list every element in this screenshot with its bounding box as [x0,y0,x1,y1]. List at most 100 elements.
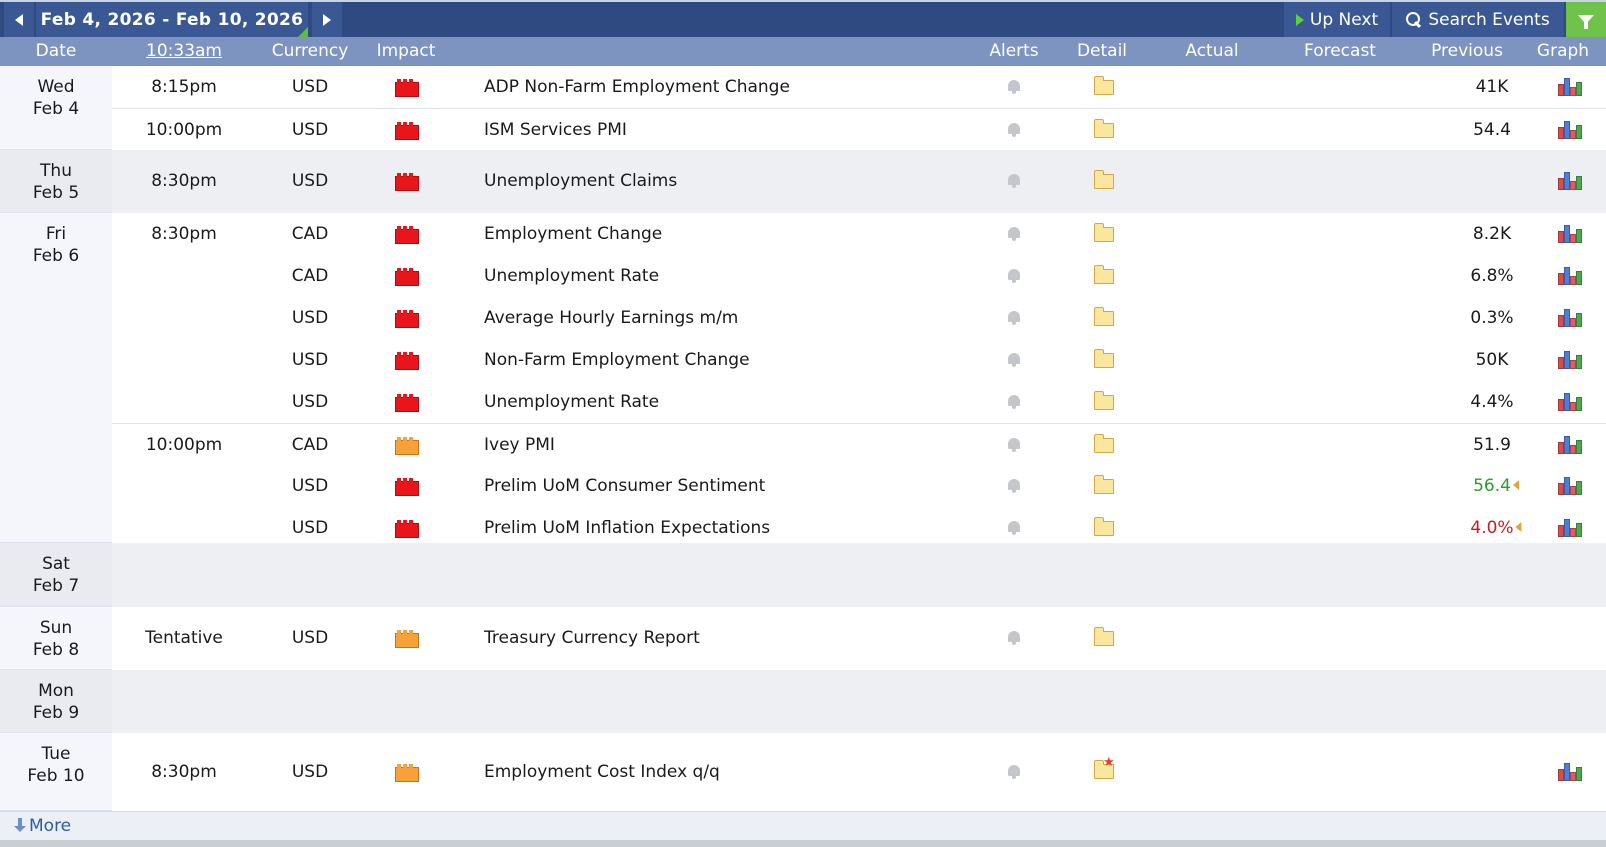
folder-icon[interactable] [1094,307,1114,326]
folder-icon[interactable] [1094,223,1114,242]
previous-week-button[interactable] [4,2,34,37]
bar-chart-icon[interactable] [1558,76,1582,96]
event-title[interactable]: Unemployment Claims [484,171,678,191]
table-row[interactable]: Tentative USD Treasury Currency Report [112,607,1606,670]
more-link[interactable]: More [14,816,71,836]
table-row[interactable]: 8:15pm USD ADP Non-Farm Employment Chang… [112,66,1606,108]
folder-icon[interactable] [1094,170,1114,189]
bell-icon[interactable] [1007,122,1021,138]
folder-new-icon[interactable]: ★ [1094,756,1115,779]
event-previous: 41K [1475,77,1509,97]
up-next-button[interactable]: Up Next [1284,2,1390,37]
impact-medium-icon[interactable] [395,630,419,648]
event-title[interactable]: Non-Farm Employment Change [484,350,750,370]
table-row[interactable]: CAD Unemployment Rate 6.8% [112,255,1606,297]
bell-icon[interactable] [1007,79,1021,95]
bar-chart-icon[interactable] [1558,761,1582,781]
bar-chart-icon[interactable] [1558,170,1582,190]
bell-icon[interactable] [1007,226,1021,242]
event-currency: CAD [291,435,329,455]
header-current-time[interactable]: 10:33am [146,41,222,61]
event-title[interactable]: ISM Services PMI [484,120,627,140]
search-events-button[interactable]: Search Events [1392,2,1564,37]
bell-icon[interactable] [1007,437,1021,453]
folder-icon[interactable] [1094,265,1114,284]
folder-icon[interactable] [1094,119,1114,138]
event-previous[interactable]: 4.0% [1470,507,1522,549]
folder-icon[interactable] [1094,475,1114,494]
bar-chart-icon[interactable] [1558,391,1582,411]
bar-chart-icon[interactable] [1558,307,1582,327]
table-row[interactable]: 8:30pm USD Unemployment Claims [112,150,1606,213]
event-title[interactable]: Treasury Currency Report [484,628,700,648]
impact-medium-icon[interactable] [395,764,419,782]
impact-high-icon[interactable] [395,173,419,191]
event-title[interactable]: Ivey PMI [484,435,555,455]
header-detail: Detail [1076,41,1128,61]
bar-chart-icon[interactable] [1558,119,1582,139]
day-date: Feb 9 [32,703,80,723]
table-row[interactable]: USD Prelim UoM Inflation Expectations 4.… [112,507,1606,549]
impact-medium-icon[interactable] [395,437,419,455]
bell-icon[interactable] [1007,268,1021,284]
event-title[interactable]: Unemployment Rate [484,392,660,412]
bar-chart-icon[interactable] [1558,349,1582,369]
next-week-button[interactable] [312,2,342,37]
folder-icon[interactable] [1094,434,1114,453]
header-impact: Impact [376,41,436,61]
event-title[interactable]: Unemployment Rate [484,266,660,286]
event-currency: CAD [291,266,329,286]
event-title[interactable]: Prelim UoM Consumer Sentiment [484,476,766,496]
impact-high-icon[interactable] [395,226,419,244]
bell-icon[interactable] [1007,630,1021,646]
table-row[interactable]: 8:30pm CAD Employment Change 8.2K [112,213,1606,255]
bell-icon[interactable] [1007,394,1021,410]
event-previous[interactable]: 56.4 [1473,465,1519,507]
bell-icon[interactable] [1007,478,1021,494]
impact-high-icon[interactable] [395,268,419,286]
folder-icon[interactable] [1094,517,1114,536]
event-title[interactable]: Employment Change [484,224,663,244]
impact-high-icon[interactable] [395,478,419,496]
impact-high-icon[interactable] [395,79,419,97]
event-title[interactable]: ADP Non-Farm Employment Change [484,77,790,97]
table-row[interactable]: 10:00pm CAD Ivey PMI 51.9 [112,423,1606,465]
event-currency: USD [291,392,329,412]
bar-chart-icon[interactable] [1558,265,1582,285]
bar-chart-icon[interactable] [1558,475,1582,495]
table-row[interactable]: 8:30pm USD Employment Cost Index q/q ★ [112,733,1606,811]
impact-high-icon[interactable] [395,122,419,140]
event-previous: 50K [1475,350,1509,370]
event-currency: USD [291,350,329,370]
search-icon [1406,11,1422,28]
table-row[interactable]: USD Average Hourly Earnings m/m 0.3% [112,297,1606,339]
table-row[interactable]: 10:00pm USD ISM Services PMI 54.4 [112,108,1606,150]
impact-high-icon[interactable] [395,394,419,412]
table-row[interactable]: USD Unemployment Rate 4.4% [112,381,1606,423]
bar-chart-icon[interactable] [1558,517,1582,537]
table-row[interactable]: USD Non-Farm Employment Change 50K [112,339,1606,381]
folder-icon[interactable] [1094,627,1114,646]
folder-icon[interactable] [1094,349,1114,368]
impact-high-icon[interactable] [395,352,419,370]
event-title[interactable]: Employment Cost Index q/q [484,762,720,782]
folder-icon[interactable] [1094,391,1114,410]
folder-icon[interactable] [1094,76,1114,95]
bell-icon[interactable] [1007,520,1021,536]
bell-icon[interactable] [1007,764,1021,780]
bar-chart-icon[interactable] [1558,223,1582,243]
date-range-picker[interactable]: Feb 4, 2026 - Feb 10, 2026 [36,2,308,37]
table-row[interactable]: USD Prelim UoM Consumer Sentiment 56.4 [112,465,1606,507]
impact-high-icon[interactable] [395,310,419,328]
event-title[interactable]: Average Hourly Earnings m/m [484,308,739,328]
bell-icon[interactable] [1007,310,1021,326]
impact-high-icon[interactable] [395,520,419,538]
event-previous: 6.8% [1470,266,1514,286]
event-currency: USD [291,120,329,140]
chevron-left-icon [15,13,23,26]
bell-icon[interactable] [1007,173,1021,189]
event-title[interactable]: Prelim UoM Inflation Expectations [484,518,771,538]
bell-icon[interactable] [1007,352,1021,368]
filter-button[interactable] [1566,2,1606,37]
bar-chart-icon[interactable] [1558,434,1582,454]
